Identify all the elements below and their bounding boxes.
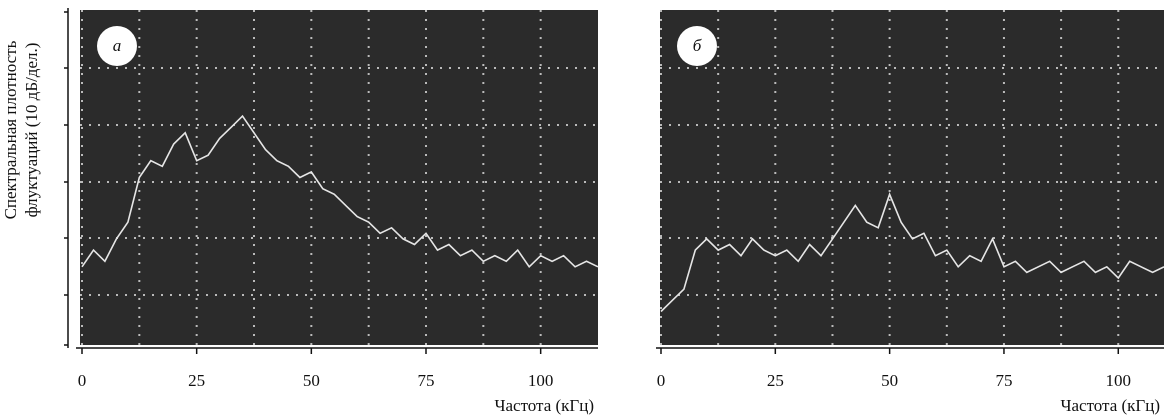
panel-label: а (113, 36, 122, 55)
x-tick-label: 75 (418, 371, 435, 390)
x-tick-label: 75 (995, 371, 1012, 390)
y-axis-label: Спектральная плотность флуктуаций (10 дБ… (1, 40, 41, 220)
x-tick-label: 50 (881, 371, 898, 390)
panel-label-badge (97, 26, 137, 66)
x-tick-label: 0 (657, 371, 666, 390)
y-axis-label-box: Спектральная плотность флуктуаций (10 дБ… (1, 40, 41, 220)
panel-label-badge (677, 26, 717, 66)
x-tick-label: 0 (78, 371, 87, 390)
x-axis-label: Частота (кГц) (1060, 396, 1160, 415)
spectrum-line (81, 114, 599, 269)
x-tick-label: 100 (1106, 371, 1132, 390)
x-tick-label: 25 (188, 371, 205, 390)
x-tick-label: 100 (528, 371, 554, 390)
screen (660, 10, 1164, 345)
x-axis-label: Частота (кГц) (494, 396, 594, 415)
x-tick-label: 50 (303, 371, 320, 390)
spectrum-line (660, 192, 1164, 313)
y-axis-ticks (64, 11, 68, 346)
panel-label: б (693, 36, 702, 55)
screen (80, 10, 598, 345)
x-tick-label: 25 (767, 371, 784, 390)
